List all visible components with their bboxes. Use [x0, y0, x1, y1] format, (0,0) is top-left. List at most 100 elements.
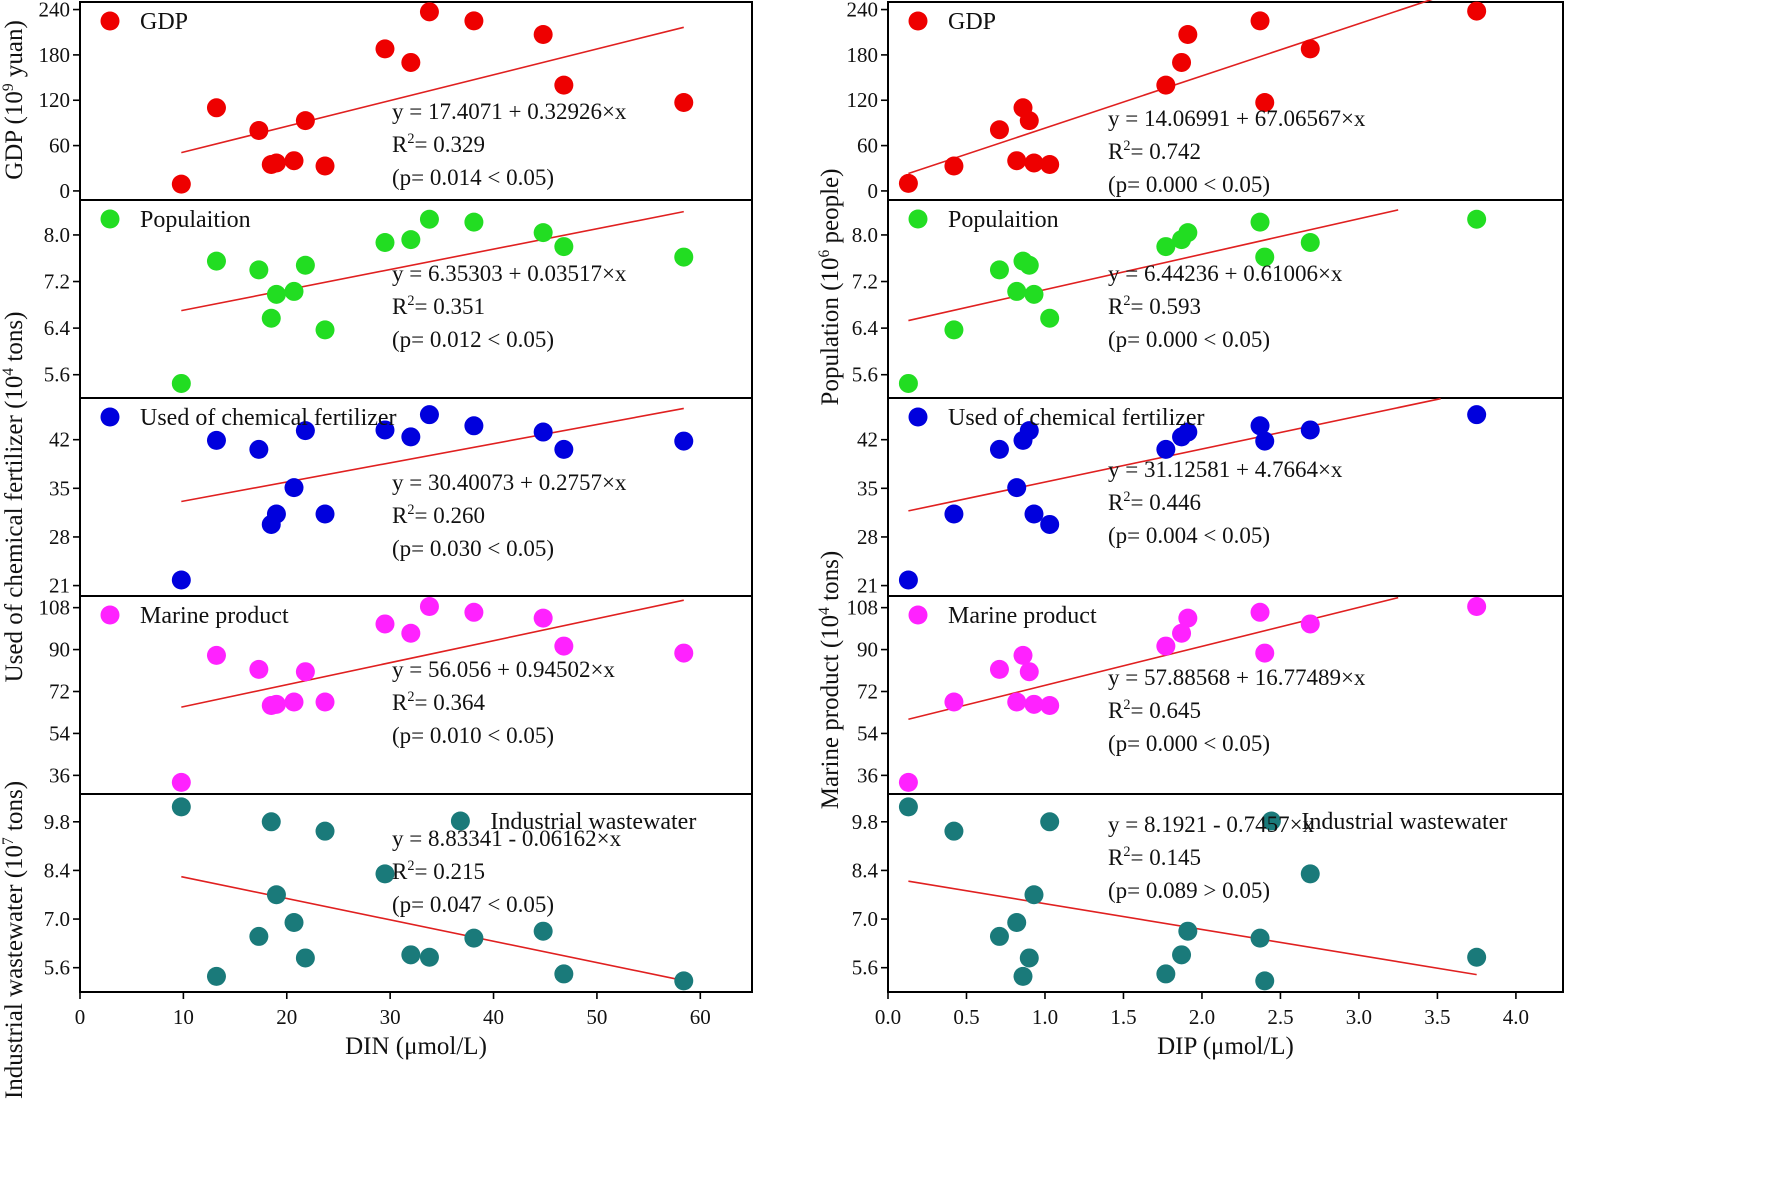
data-point — [1007, 913, 1027, 933]
y-axis-title: Industrial wastewater (107 tons) — [0, 781, 28, 1099]
y-axis-title: GDP (109 yuan) — [0, 20, 28, 180]
y-tick-label: 7.2 — [852, 270, 878, 294]
regression-equation: y = 14.06991 + 67.06567×x — [1108, 106, 1366, 131]
x-tick-label: 3.0 — [1346, 1005, 1372, 1029]
data-point — [464, 11, 484, 31]
data-point — [315, 504, 335, 524]
data-point — [1156, 636, 1176, 656]
data-point — [1255, 93, 1275, 113]
regression-equation: y = 8.1921 - 0.7457×x — [1108, 812, 1315, 837]
data-point — [533, 422, 553, 442]
y-tick-label: 21 — [857, 574, 878, 598]
y-tick-label: 54 — [49, 721, 71, 745]
y-tick-label: 240 — [39, 0, 71, 22]
data-point — [554, 75, 574, 95]
data-point — [249, 659, 269, 679]
data-point — [898, 173, 918, 193]
panel-frame — [887, 793, 1564, 993]
data-point — [419, 947, 439, 967]
data-point — [1250, 212, 1270, 232]
fit-line — [908, 397, 1441, 512]
x-tick-label: 60 — [690, 1005, 711, 1029]
data-point — [1040, 514, 1060, 534]
panel-marine-product: 36 54 72 90 108 Marine product y = 56.056 + 0.… — [39, 595, 753, 795]
data-point — [206, 430, 226, 450]
r-squared: R2= 0.446 — [1108, 489, 1201, 515]
y-tick-label: 35 — [857, 476, 878, 500]
data-point — [1300, 420, 1320, 440]
legend-marker — [100, 209, 120, 229]
data-point — [1019, 421, 1039, 441]
data-point — [674, 93, 694, 113]
p-value: (p= 0.010 < 0.05) — [392, 723, 554, 748]
data-point — [989, 659, 1009, 679]
y-tick-label: 21 — [49, 574, 70, 598]
y-tick-label: 180 — [39, 43, 71, 67]
data-point — [944, 692, 964, 712]
fit-line — [908, 209, 1399, 322]
data-point — [944, 504, 964, 524]
y-tick-label: 72 — [49, 680, 70, 704]
data-point — [1019, 111, 1039, 131]
p-value: (p= 0.030 < 0.05) — [392, 536, 554, 561]
data-point — [1156, 964, 1176, 984]
data-point — [1178, 422, 1198, 442]
data-point — [315, 320, 335, 340]
legend-label: Marine product — [948, 603, 1097, 629]
y-tick-label: 108 — [847, 596, 879, 620]
data-point — [533, 608, 553, 628]
fit-line — [181, 875, 684, 982]
regression-equation: y = 6.44236 + 0.61006×x — [1108, 261, 1343, 286]
data-point — [533, 223, 553, 243]
data-point — [171, 373, 191, 393]
data-point — [284, 281, 304, 301]
data-point — [1255, 643, 1275, 663]
data-point — [295, 421, 315, 441]
y-tick-label: 72 — [857, 680, 878, 704]
y-tick-label: 54 — [857, 721, 879, 745]
data-point — [1255, 971, 1275, 991]
y-tick-label: 5.6 — [852, 956, 878, 980]
panel-used-of-chemical-fertilizer: 21 28 35 42 Used of chemical fertilizer y = 3… — [49, 397, 753, 598]
data-point — [1019, 255, 1039, 275]
data-point — [1156, 75, 1176, 95]
p-value: (p= 0.047 < 0.05) — [392, 892, 554, 917]
x-tick-label: 1.5 — [1110, 1005, 1136, 1029]
data-point — [1024, 694, 1044, 714]
fit-line — [181, 210, 684, 312]
data-point — [266, 885, 286, 905]
y-tick-label: 28 — [49, 525, 70, 549]
data-point — [1178, 24, 1198, 44]
r-squared: R2= 0.742 — [1108, 138, 1201, 164]
x-tick-label: 0.0 — [875, 1005, 901, 1029]
data-point — [249, 260, 269, 280]
data-point — [533, 24, 553, 44]
p-value: (p= 0.000 < 0.05) — [1108, 327, 1270, 352]
r-squared: R2= 0.364 — [392, 689, 485, 715]
data-point — [375, 39, 395, 59]
legend-label: GDP — [140, 9, 188, 35]
y-tick-label: 5.6 — [44, 363, 70, 387]
data-point — [1040, 308, 1060, 328]
data-point — [464, 928, 484, 948]
data-point — [295, 948, 315, 968]
data-point — [1013, 645, 1033, 665]
y-tick-label: 42 — [857, 428, 878, 452]
data-point — [898, 373, 918, 393]
data-point — [944, 320, 964, 340]
data-point — [1255, 247, 1275, 267]
data-point — [284, 913, 304, 933]
y-tick-label: 5.6 — [852, 363, 878, 387]
data-point — [401, 623, 421, 643]
data-point — [419, 596, 439, 616]
data-point — [171, 772, 191, 792]
data-point — [1007, 151, 1027, 171]
data-point — [1172, 945, 1192, 965]
r-squared: R2= 0.260 — [392, 502, 485, 528]
data-point — [261, 812, 281, 832]
legend-label: Marine product — [140, 603, 289, 629]
data-point — [206, 251, 226, 271]
data-point — [1300, 39, 1320, 59]
y-tick-label: 0 — [868, 179, 879, 203]
